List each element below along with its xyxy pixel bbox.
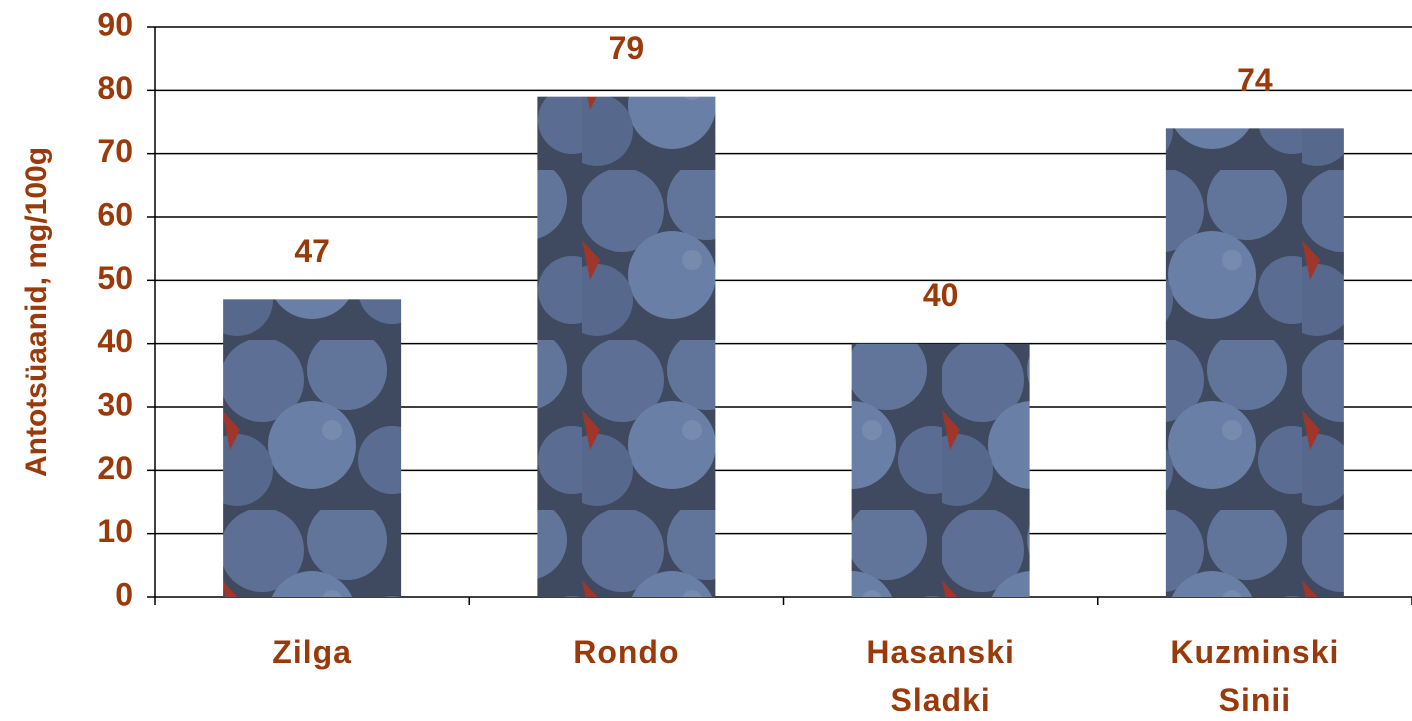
y-tick-label: 60 (97, 196, 133, 232)
y-tick-label: 90 (97, 6, 133, 42)
x-tick-label: Kuzminski Sinii (1155, 628, 1355, 721)
y-tick-label: 80 (97, 70, 133, 106)
y-tick-label: 40 (97, 323, 133, 359)
chart: Antotsüaanid, mg/100g 0 10 20 30 40 50 60 70 80 9… (0, 0, 1412, 721)
y-tick-label: 0 (115, 576, 133, 612)
x-tick-label: Hasanski Sladki (841, 628, 1041, 721)
y-tick-label: 50 (97, 260, 133, 296)
chart-container: Antotsüaanid, mg/100g 0 10 20 30 40 50 60 70 80 9… (0, 0, 1412, 721)
value-label: 79 (609, 30, 645, 66)
y-tick-label: 10 (97, 513, 133, 549)
value-label: 40 (923, 277, 959, 313)
value-label: 74 (1237, 62, 1273, 98)
x-tick-label: Zilga (212, 628, 412, 676)
value-label: 47 (294, 233, 330, 269)
y-tick-label: 30 (97, 386, 133, 422)
y-axis-title: Antotsüaanid, mg/100g (20, 147, 53, 477)
x-tick-label: Rondo (526, 628, 726, 676)
bar (1166, 128, 1344, 597)
y-tick-label: 20 (97, 450, 133, 486)
bar (852, 344, 1030, 597)
bar (223, 299, 401, 597)
bar (537, 97, 715, 597)
y-tick-label: 70 (97, 133, 133, 169)
